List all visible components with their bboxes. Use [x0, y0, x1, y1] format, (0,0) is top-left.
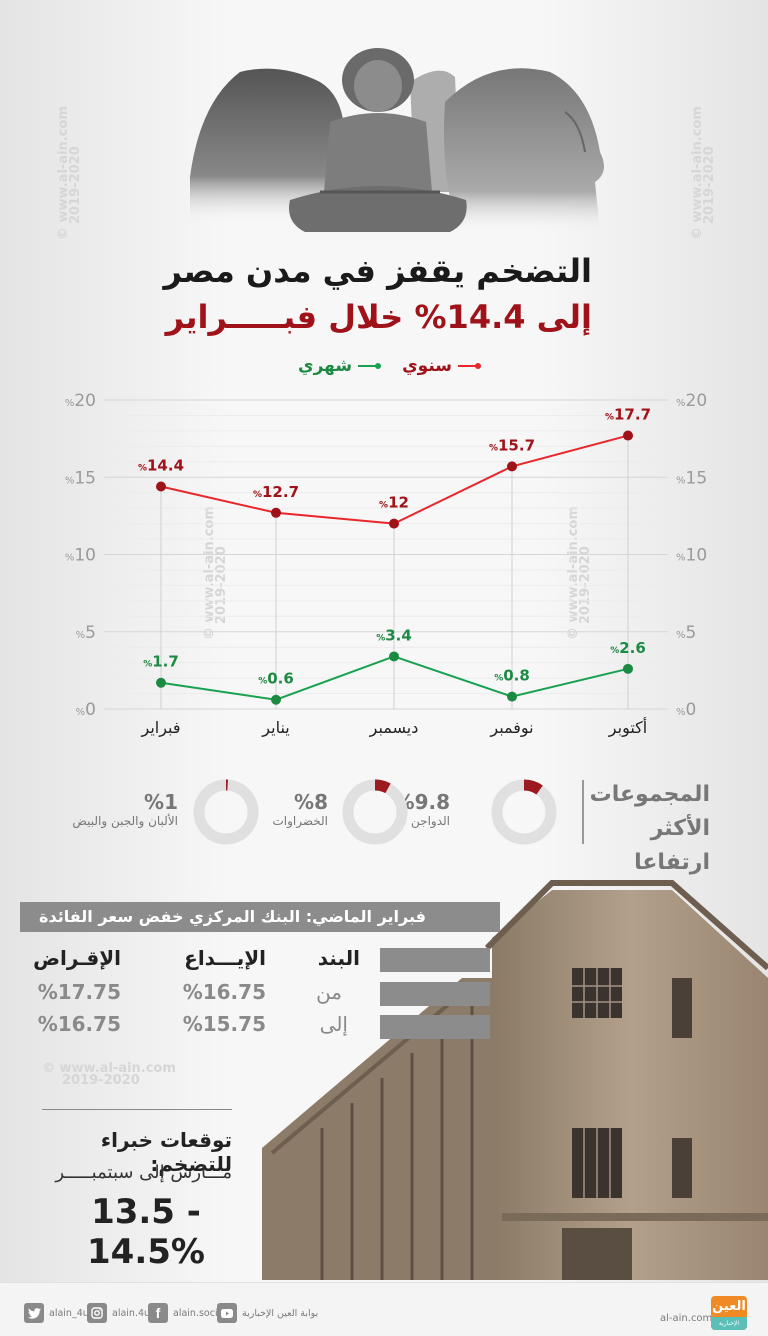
svg-text:%12: %12	[379, 494, 409, 512]
social-twitter[interactable]: alain_4u	[24, 1303, 89, 1323]
central-bank-building-photo	[262, 880, 768, 1280]
svg-text:%15: %15	[65, 468, 96, 488]
col-header-item: البند	[317, 946, 360, 970]
forecast-period: مـــارس إلى سبتمبـــــر	[55, 1162, 232, 1183]
svg-text:%14.4: %14.4	[138, 457, 184, 475]
svg-text:فبراير: فبراير	[140, 718, 180, 738]
donut-label-dairy: %1 الألبان والجبن والبيض	[72, 790, 178, 828]
svg-text:%12.7: %12.7	[253, 483, 299, 501]
svg-text:%15.7: %15.7	[489, 436, 535, 454]
svg-text:ديسمبر: ديسمبر	[369, 718, 419, 738]
col-header-lending: الإقـراض	[33, 946, 121, 970]
social-youtube[interactable]: بوابة العين الإخبارية	[217, 1303, 318, 1323]
groups-title-line1: المجموعات	[589, 782, 710, 807]
svg-text:%0: %0	[676, 700, 696, 720]
instagram-icon	[87, 1303, 107, 1323]
svg-text:أكتوبر: أكتوبر	[608, 717, 647, 738]
svg-text:%3.4: %3.4	[376, 626, 412, 644]
logo-subtext: الإخبارية	[711, 1317, 747, 1330]
row-bar-header	[380, 948, 490, 972]
footer: alain_4u alain.4u f alain.social بوابة ا…	[0, 1282, 768, 1336]
svg-text:%0: %0	[76, 700, 96, 720]
donut-dairy	[193, 779, 259, 845]
svg-text:%20: %20	[65, 391, 96, 411]
donut-poultry	[491, 779, 557, 845]
social-instagram[interactable]: alain.4u	[87, 1303, 150, 1323]
col-header-deposit: الإيـــداع	[184, 946, 266, 970]
donut-value-vegetables: %8	[294, 790, 328, 814]
watermark-top-left: © www.al-ain.com 2019-2020	[56, 106, 83, 240]
row-bar-to	[380, 1015, 490, 1039]
instagram-handle: alain.4u	[112, 1307, 151, 1319]
watermark-top-right: © www.al-ain.com 2019-2020	[690, 106, 717, 240]
deposit-to: %15.75	[182, 1012, 266, 1036]
svg-text:%15: %15	[676, 468, 707, 488]
svg-text:نوفمبر: نوفمبر	[489, 718, 533, 738]
al-ain-logo: العين الإخبارية	[711, 1296, 747, 1330]
groups-title: المجموعات الأكثر ارتفاعا	[580, 778, 710, 880]
youtube-handle: بوابة العين الإخبارية	[242, 1307, 319, 1319]
facebook-icon: f	[148, 1303, 168, 1323]
deposit-from: %16.75	[182, 980, 266, 1004]
svg-text:%17.7: %17.7	[605, 406, 651, 424]
forecast-title: توقعات خبراء للتضخم:	[100, 1128, 232, 1176]
groups-title-line2: الأكثر ارتفاعا	[634, 816, 710, 875]
page-subtitle: إلى 14.4% خلال فبـــــراير	[165, 298, 592, 336]
svg-text:%1.7: %1.7	[143, 653, 179, 671]
svg-text:%10: %10	[676, 546, 707, 566]
legend-item-monthly: شهري	[297, 356, 382, 376]
legend-item-annual: سنوي	[402, 356, 481, 376]
svg-text:%5: %5	[76, 623, 96, 643]
forecast-divider	[42, 1109, 232, 1110]
row-label-to: إلى	[319, 1012, 348, 1036]
row-label-from: من	[316, 980, 342, 1004]
row-bar-from	[380, 982, 490, 1006]
site-url[interactable]: al-ain.com	[660, 1313, 713, 1324]
egyptian-statues-illustration	[190, 48, 604, 232]
svg-text:%5: %5	[676, 623, 696, 643]
page-title: التضخم يقفز في مدن مصر	[163, 252, 592, 290]
donut-name-dairy: الألبان والجبن والبيض	[72, 814, 178, 828]
legend-label-annual: سنوي	[402, 356, 452, 376]
logo-text: العين	[712, 1299, 746, 1314]
donut-name-vegetables: الخضراوات	[272, 814, 328, 828]
donut-name-poultry: الدواجن	[411, 814, 450, 828]
bank-section-header: فبراير الماضي: البنك المركزي خفض سعر الف…	[20, 902, 500, 932]
forecast-range: 13.5 - 14.5%	[87, 1192, 205, 1272]
annual-line-marker-icon	[458, 363, 481, 369]
groups-divider	[582, 780, 584, 844]
svg-text:يناير: يناير	[261, 718, 289, 738]
svg-text:%10: %10	[65, 546, 96, 566]
svg-text:%0.8: %0.8	[494, 667, 530, 685]
svg-text:%2.6: %2.6	[610, 639, 646, 657]
legend-label-monthly: شهري	[297, 356, 353, 376]
svg-text:%20: %20	[676, 391, 707, 411]
twitter-handle: alain_4u	[49, 1307, 89, 1319]
donut-label-vegetables: %8 الخضراوات	[272, 790, 328, 828]
social-facebook[interactable]: f alain.social	[148, 1303, 226, 1323]
youtube-icon	[217, 1303, 237, 1323]
monthly-line-marker-icon	[358, 363, 382, 369]
facebook-handle: alain.social	[173, 1307, 227, 1319]
lending-to: %16.75	[37, 1012, 121, 1036]
donut-vegetables	[342, 779, 408, 845]
svg-text:%0.6: %0.6	[258, 670, 294, 688]
chart-legend: سنوي شهري	[297, 356, 481, 376]
lending-from: %17.75	[37, 980, 121, 1004]
donut-value-dairy: %1	[144, 790, 178, 814]
twitter-icon	[24, 1303, 44, 1323]
watermark-bottom-left: © www.al-ain.com 2019-2020	[42, 1061, 176, 1088]
inflation-line-chart: %0 %0 %5 %5 %10 %10 %15 %15 %20 %20 %14.4 %12.7 %12%…	[65, 391, 707, 738]
